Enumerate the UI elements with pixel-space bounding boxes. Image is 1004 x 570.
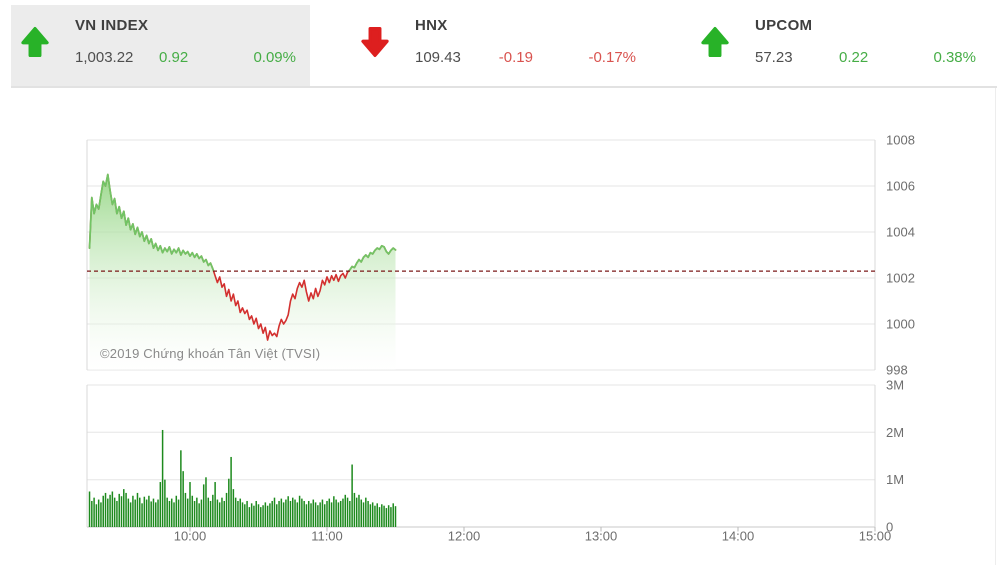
intraday-chart: 1008 1006 1004 1002 1000 998 3M 2M 1M 0 10:00 11:… (0, 88, 1004, 565)
svg-text:998: 998 (886, 363, 908, 378)
svg-text:1004: 1004 (886, 225, 915, 240)
volume-gridlines (87, 384, 875, 528)
index-tab-hnx[interactable]: HNX 109.43 -0.19 -0.17% (351, 5, 650, 86)
svg-text:1006: 1006 (886, 179, 915, 194)
content-right-border (995, 88, 996, 565)
price-axis-labels: 1008 1006 1004 1002 1000 998 (886, 133, 915, 378)
index-value: 57.23 (755, 49, 793, 66)
svg-text:14:00: 14:00 (722, 529, 755, 544)
volume-axis-labels: 3M 2M 1M 0 (886, 378, 904, 535)
index-change-percent: 0.38% (933, 49, 976, 66)
arrow-up-icon (21, 27, 49, 57)
time-axis-labels: 10:00 11:00 12:00 13:00 14:00 15:00 (174, 527, 892, 544)
index-value: 109.43 (415, 49, 461, 66)
index-change: 0.22 (839, 49, 869, 66)
index-change-percent: -0.17% (588, 49, 636, 66)
chart-canvas: 1008 1006 1004 1002 1000 998 3M 2M 1M 0 10:00 11:… (86, 133, 915, 544)
svg-text:11:00: 11:00 (311, 529, 343, 544)
volume-bars (88, 429, 397, 527)
svg-text:1002: 1002 (886, 271, 915, 286)
copyright-watermark: ©2019 Chứng khoán Tân Việt (TVSI) (100, 346, 321, 361)
plot-borders (86, 140, 876, 527)
index-change: 0.92 (159, 49, 189, 66)
svg-text:3M: 3M (886, 378, 904, 393)
header-divider (11, 86, 997, 88)
index-change-percent: 0.09% (253, 49, 296, 66)
price-line-above-reference (88, 173, 397, 272)
index-name: UPCOM (755, 17, 813, 34)
svg-text:2M: 2M (886, 425, 904, 440)
arrow-up-icon (701, 27, 729, 57)
index-name: VN INDEX (75, 17, 149, 34)
index-change: -0.19 (498, 49, 533, 66)
svg-text:1008: 1008 (886, 133, 915, 148)
svg-text:13:00: 13:00 (585, 529, 618, 544)
price-area-fill (89, 174, 396, 370)
arrow-down-icon (361, 27, 389, 57)
index-tab-vnindex[interactable]: VN INDEX 1,003.22 0.92 0.09% (11, 5, 310, 86)
svg-text:15:00: 15:00 (859, 529, 892, 544)
svg-text:1M: 1M (886, 472, 904, 487)
svg-text:0: 0 (886, 520, 893, 535)
svg-text:10:00: 10:00 (174, 529, 207, 544)
svg-text:12:00: 12:00 (448, 529, 481, 544)
svg-text:1000: 1000 (886, 317, 915, 332)
index-value: 1,003.22 (75, 49, 134, 66)
index-tab-upcom[interactable]: UPCOM 57.23 0.22 0.38% (691, 5, 990, 86)
index-name: HNX (415, 17, 448, 34)
